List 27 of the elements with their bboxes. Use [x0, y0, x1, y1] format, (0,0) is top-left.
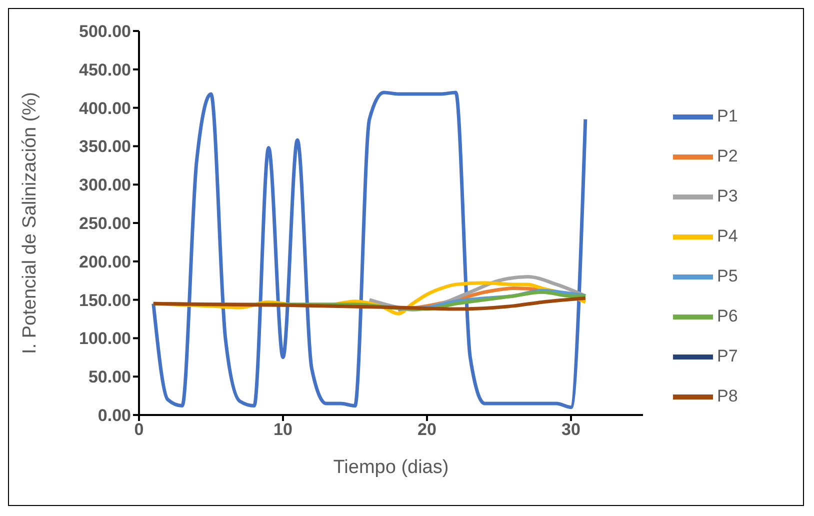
y-tick-label: 500.00: [79, 22, 131, 42]
legend-label: P4: [717, 226, 738, 246]
legend-label: P6: [717, 306, 738, 326]
legend-label: P2: [717, 146, 738, 166]
y-tick-label: 350.00: [79, 137, 131, 156]
legend-label: P8: [717, 386, 738, 406]
x-tick-label: 30: [562, 420, 580, 440]
y-tick-label: 50.00: [88, 368, 131, 387]
x-axis-title: Tiempo (dias): [333, 457, 449, 478]
legend-label: P1: [717, 106, 738, 126]
legend-label: P5: [717, 266, 738, 286]
y-tick-label: 300.00: [79, 176, 131, 195]
line-series: [152, 296, 588, 311]
legend-label: P7: [717, 346, 738, 366]
x-tick-label: 20: [418, 420, 436, 440]
y-tick-label: 100.00: [79, 329, 131, 348]
x-tick-label: 10: [274, 420, 292, 440]
y-tick-label: 250.00: [79, 214, 131, 234]
x-tick-label: 0: [134, 420, 144, 440]
legend-label: P3: [717, 186, 738, 206]
y-tick-label: 200.00: [79, 252, 131, 272]
y-tick-label: 0.00: [98, 406, 131, 426]
y-tick-label: 150.00: [79, 290, 131, 310]
y-tick-label: 400.00: [79, 98, 131, 118]
y-axis-title: I. Potencial de Salinización (%): [20, 92, 41, 354]
line-series: [152, 90, 588, 410]
y-tick-label: 450.00: [79, 60, 131, 80]
